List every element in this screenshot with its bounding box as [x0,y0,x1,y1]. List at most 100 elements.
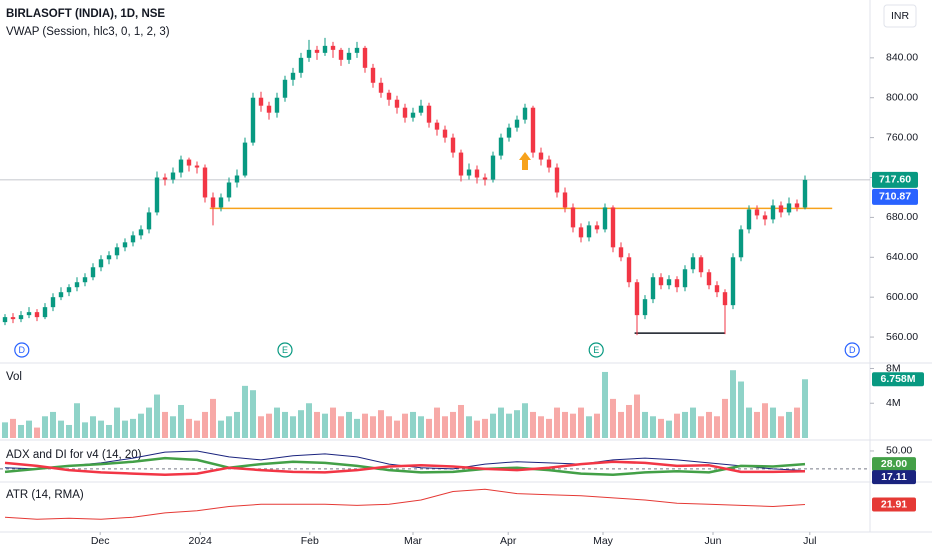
candle-body [242,142,248,176]
candle-body [42,307,48,318]
candle-body [138,229,144,236]
x-tick-label: Apr [500,535,517,547]
event-label: D [849,345,856,355]
candle-body [394,99,400,108]
volume-bar [562,411,568,438]
value-badge-label: 717.60 [879,174,911,186]
volume-bar [714,416,720,438]
volume-bar [234,411,240,438]
candle-body [458,152,464,176]
volume-bar [306,403,312,438]
volume-bar [202,411,208,438]
volume-bar [674,413,680,438]
currency-button[interactable] [883,4,917,28]
volume-bar [594,413,600,438]
event-label: D [19,345,26,355]
volume-bar [458,404,464,438]
adx-tick-label: 50.00 [886,445,912,457]
candle-body [618,247,624,258]
candle-body [58,292,64,298]
candle-body [114,247,120,256]
volume-bar [410,411,416,438]
volume-bar [226,416,232,438]
volume-bar [114,407,120,438]
candle-body [386,92,392,100]
volume-bar [314,411,320,438]
volume-bar [66,424,72,438]
value-badge [872,457,916,472]
candle-body [578,227,584,238]
volume-bar [194,420,200,438]
arrow-shape [519,152,531,170]
event-label: E [282,345,288,355]
candle-body [674,279,680,288]
volume-bar [666,420,672,438]
volume-bar [282,411,288,438]
event-marker [588,342,604,358]
volume-bar [338,416,344,438]
volume-bar [186,418,192,438]
candle-body [98,259,104,268]
candle-body [250,97,256,143]
candle-body [122,242,128,248]
volume-bar [402,413,408,438]
candle-body [90,267,96,278]
candle-body [634,282,640,316]
volume-bar [506,413,512,438]
volume-bar [2,422,8,438]
candle-body [218,197,224,208]
candle-body [50,297,56,308]
adx-line [4,456,806,477]
volume-bar [434,407,440,438]
volume-bar [242,385,248,438]
candle-body [658,277,664,286]
candle-body [506,127,512,138]
y-tick-label: 760.00 [886,131,918,143]
volume-bar [330,407,336,438]
volume-bar [122,420,128,438]
candle-body [330,45,336,50]
candle-body [474,169,480,178]
candle-body [626,257,632,283]
candle-body [410,112,416,118]
value-badge-label: 6.758M [880,373,915,385]
value-badge-label: 17.11 [881,471,907,483]
volume-bar [650,416,656,438]
candle-body [690,257,696,270]
volume-bar [98,420,104,438]
atr-title: ATR (14, RMA) [6,489,84,501]
candle-body [546,159,552,168]
volume-bar [618,411,624,438]
candle-body [426,105,432,123]
adx-title: ADX and DI for v4 (14, 20) [6,449,142,461]
volume-bar [146,407,152,438]
value-badge [872,470,916,485]
candle-body [362,47,368,68]
volume-bar [138,413,144,438]
volume-bar [394,420,400,438]
candle-body [226,182,232,198]
volume-bar [90,416,96,438]
candle-body [442,129,448,138]
volume-bar [290,416,296,438]
candle-body [562,192,568,208]
event-label: E [593,345,599,355]
candle-body [498,137,504,156]
candle-body [698,257,704,273]
currency-label[interactable]: INR [891,10,910,22]
volume-bar [170,416,176,438]
volume-bar [682,411,688,438]
volume-bar [218,420,224,438]
volume-bar [746,407,752,438]
candle-body [2,317,8,323]
candle-body [482,177,488,180]
candle-body [522,107,528,120]
candle-body [610,207,616,248]
candle-body [106,255,112,260]
volume-bar [730,370,736,438]
volume-bar [802,379,808,438]
volume-bar [466,416,472,438]
volume-bar [34,427,40,438]
volume-bar [386,416,392,438]
